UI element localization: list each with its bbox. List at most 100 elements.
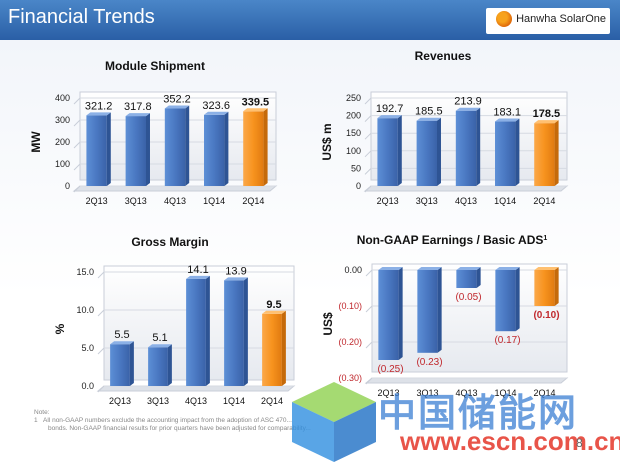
grid-slant [73,119,81,127]
bar-side [554,120,559,186]
bar-side [129,341,134,386]
y-tick-label: 0.00 [344,265,362,275]
chart-title: Module Shipment [105,59,205,73]
chart-revenues: 0 50 100 150 200 250 US$ m Revenues 192.7 2Q13 185… [320,49,569,206]
plot-floor [72,185,278,192]
x-tick-label: 4Q13 [164,196,186,206]
bar-side [224,111,229,186]
x-tick-label: 4Q13 [455,196,477,206]
bar [164,108,186,186]
bar [224,280,244,386]
bar-side [185,105,190,186]
y-tick-label: 200 [55,137,70,147]
bar-top [377,115,402,119]
grid-slant [364,168,372,175]
bar-side [145,113,150,186]
bar-value-label: 192.7 [376,103,404,115]
bar-top [378,267,403,270]
bar-side [263,108,268,186]
bar-side [476,267,481,288]
x-tick-label: 2Q13 [86,196,108,206]
bar [456,270,477,288]
bar-top [455,107,481,111]
bar-side [243,277,248,386]
bar-value-label: 323.6 [202,100,230,112]
bar [416,120,437,186]
bar-value-label: 13.9 [225,265,246,277]
grid-slant [365,305,373,313]
x-tick-label: 4Q13 [455,388,477,398]
grid-slant [365,377,373,385]
bar [86,115,107,186]
page-number: 8 [576,436,583,450]
x-tick-label: 3Q13 [416,388,438,398]
bar [455,110,477,186]
x-tick-label: 1Q14 [203,196,225,206]
y-tick-label: 300 [55,115,70,125]
bar-top [495,118,520,122]
bar-top [204,111,229,115]
bar-top [456,267,481,270]
bar-top [110,341,134,345]
bar [125,116,146,186]
bar-side [515,118,520,186]
bar-value-label: 5.5 [114,329,129,341]
grid-slant [364,97,372,105]
bar-top [86,112,111,116]
bar [417,270,438,353]
bar-value-label: 185.5 [415,106,443,118]
bar-top [148,344,172,348]
x-tick-label: 1Q14 [494,196,516,206]
grid-slant [97,385,105,393]
chart-gross-margin: 0.0 5.0 10.0 15.0% Gross Margin 5.5 2Q13 5.1 3Q1… [53,235,296,406]
y-tick-label: 0.0 [81,381,94,391]
x-tick-label: 3Q13 [416,196,438,206]
bar-side [106,112,111,186]
x-tick-label: 4Q13 [185,396,207,406]
bar-top [495,267,520,270]
bar [110,344,130,386]
bar-value-label: (0.25) [377,364,403,375]
chart-earnings-per-ads: 0.00 (0.10) (0.20) (0.30) US$ Non-GAAP Earnin… [321,233,569,398]
bar-value-label: 9.5 [266,299,281,311]
footnote-label: Note: [34,409,50,416]
x-tick-label: 2Q14 [533,388,555,398]
bar-value-label: 352.2 [163,94,191,106]
grid-slant [364,150,372,158]
watermark-url: www.escn.com.cn [400,426,620,456]
footnote-number: 1 [34,417,38,424]
x-tick-label: 3Q13 [147,396,169,406]
bar-top [416,117,441,121]
chart-title: Revenues [415,49,472,63]
y-tick-label: 15.0 [76,267,94,277]
y-axis-label: US$ m [320,123,334,160]
y-tick-label: 400 [55,93,70,103]
bar-side [436,117,441,186]
bar-value-label: 317.8 [124,101,152,113]
logo-text: Hanwha SolarOne [516,13,606,25]
bar-side [205,275,210,386]
bar [378,270,399,360]
chart-title-superscript: 1 [543,235,547,242]
x-tick-label: 1Q14 [223,396,245,406]
bar-side [437,267,442,353]
x-tick-label: 3Q13 [125,196,147,206]
grid-slant [73,185,81,193]
bar-value-label: (0.23) [416,357,442,368]
bar [243,111,264,186]
y-tick-label: (0.30) [338,373,362,383]
y-axis-label: % [53,323,67,334]
grid-slant [364,185,372,193]
y-tick-label: 250 [346,93,361,103]
bar-top [186,275,210,279]
bar-top [417,267,442,270]
bar [377,118,398,186]
bar-top [534,267,559,270]
grid-slant [97,347,105,355]
bar-value-label: (0.10) [533,310,559,321]
bar [534,123,555,186]
y-tick-label: 200 [346,111,361,121]
y-tick-label: 10.0 [76,305,94,315]
bar-top [262,310,286,314]
grid-slant [73,97,81,105]
